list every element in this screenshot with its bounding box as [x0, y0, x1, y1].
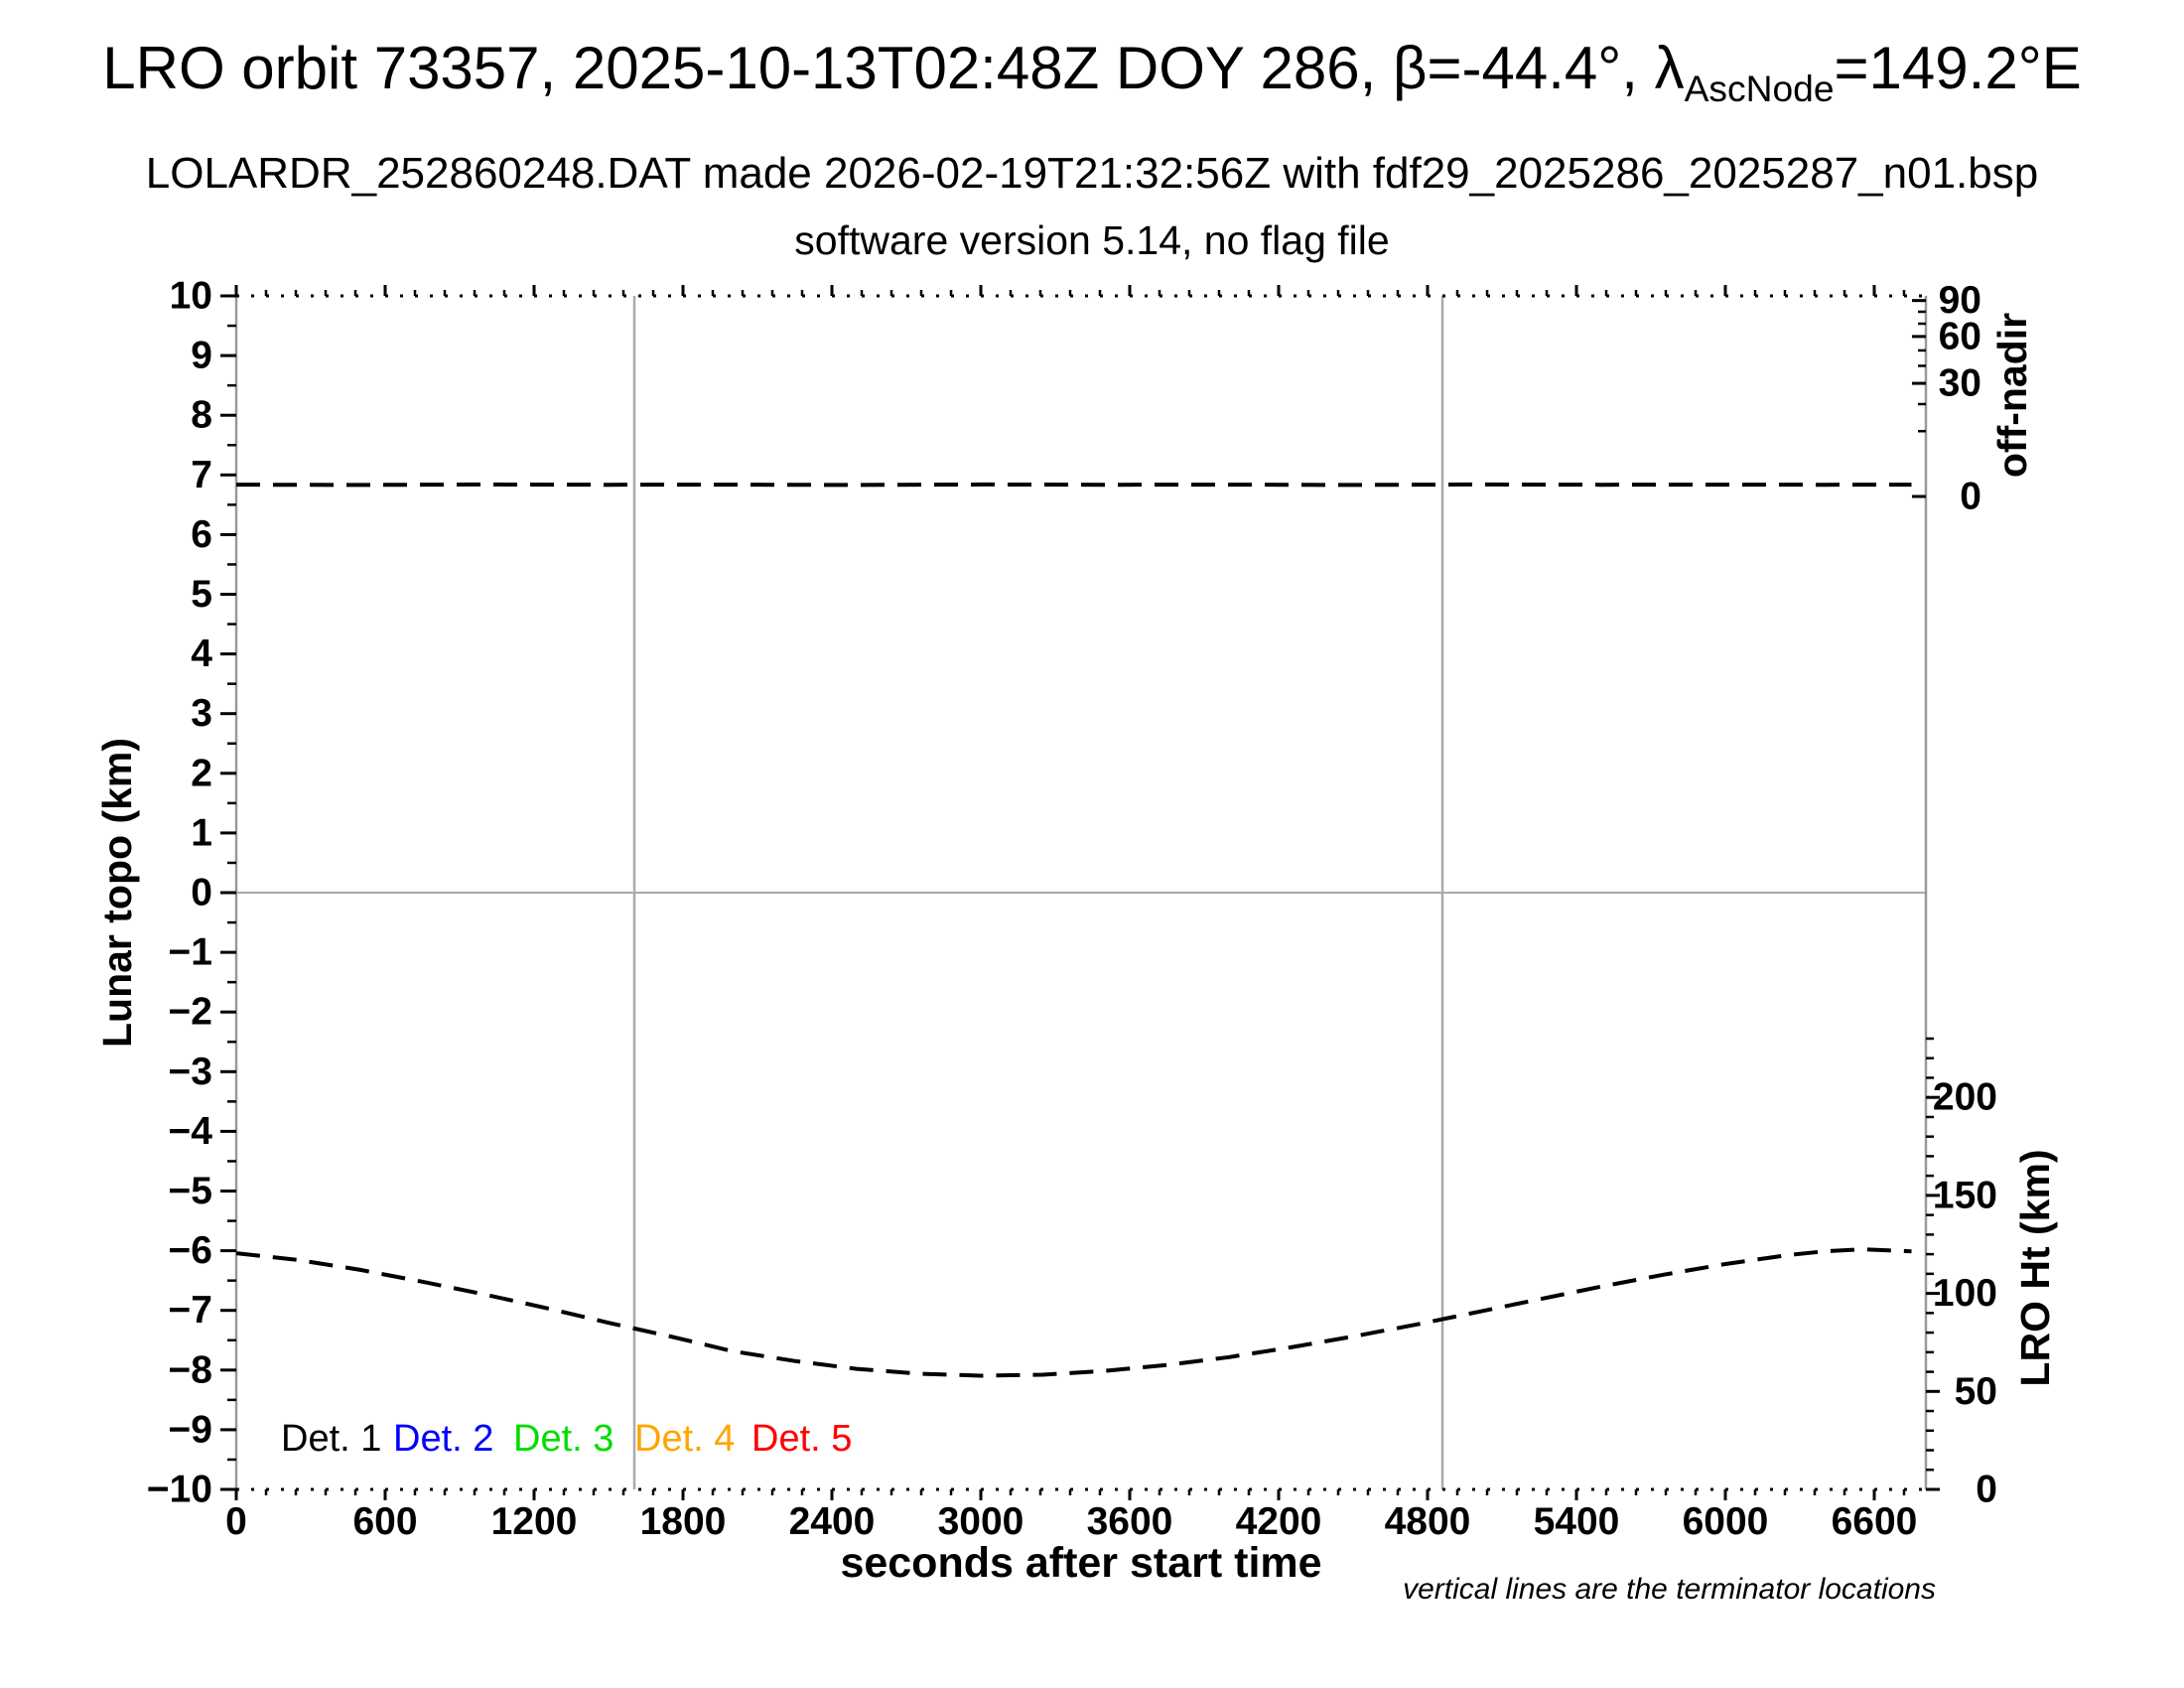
terminator-footnote: vertical lines are the terminator locati…	[1403, 1573, 1936, 1606]
curve-LRO-height	[235, 1247, 1912, 1378]
svg-text:4200: 4200	[1236, 1500, 1322, 1543]
svg-text:−6: −6	[169, 1229, 212, 1272]
curve-off-nadir-angle	[235, 482, 1912, 488]
svg-text:7: 7	[191, 454, 212, 496]
chart-subsubtitle: software version 5.14, no flag file	[794, 217, 1390, 263]
svg-text:5: 5	[191, 573, 212, 616]
svg-text:0: 0	[191, 872, 212, 914]
svg-text:6000: 6000	[1683, 1500, 1769, 1543]
svg-text:9: 9	[191, 335, 212, 377]
svg-text:−3: −3	[169, 1051, 212, 1093]
svg-text:−4: −4	[169, 1110, 213, 1153]
axis-ticks	[220, 285, 1940, 1500]
svg-text:1200: 1200	[491, 1500, 578, 1543]
svg-text:5400: 5400	[1534, 1500, 1620, 1543]
legend-det-2: Det. 2	[393, 1418, 494, 1460]
svg-text:−1: −1	[169, 931, 212, 974]
legend-det-3: Det. 3	[513, 1418, 614, 1460]
svg-text:4800: 4800	[1385, 1500, 1471, 1543]
svg-text:−7: −7	[169, 1289, 212, 1332]
legend-det-4: Det. 4	[634, 1418, 736, 1460]
svg-text:4: 4	[191, 633, 212, 675]
chart-title: LRO orbit 73357, 2025-10-13T02:48Z DOY 2…	[0, 34, 2184, 110]
svg-text:150: 150	[1933, 1174, 1997, 1216]
svg-text:50: 50	[1955, 1370, 1997, 1413]
svg-text:200: 200	[1933, 1076, 1997, 1119]
svg-text:3600: 3600	[1087, 1500, 1173, 1543]
chart-subtitle: LOLARDR_252860248.DAT made 2026-02-19T21…	[145, 149, 2039, 198]
svg-text:0: 0	[225, 1500, 247, 1543]
svg-text:6: 6	[191, 513, 212, 556]
svg-text:10: 10	[170, 275, 212, 318]
svg-text:1800: 1800	[640, 1500, 727, 1543]
legend-det-5: Det. 5	[751, 1418, 853, 1460]
svg-text:−9: −9	[169, 1408, 212, 1451]
svg-text:60: 60	[1939, 315, 1981, 357]
svg-text:8: 8	[191, 394, 212, 437]
gridlines	[236, 296, 1926, 1489]
svg-text:1: 1	[191, 811, 212, 854]
data-curves	[235, 482, 1912, 1378]
svg-text:2: 2	[191, 752, 212, 794]
svg-text:100: 100	[1933, 1272, 1997, 1315]
x-axis-label: seconds after start time	[840, 1539, 1322, 1587]
chart-title-subscript: AscNode	[1684, 68, 1835, 109]
svg-text:−10: −10	[147, 1469, 212, 1511]
svg-text:0: 0	[1976, 1469, 1997, 1511]
svg-text:0: 0	[1960, 476, 1981, 518]
svg-text:−5: −5	[169, 1170, 212, 1212]
legend-det-1: Det. 1	[281, 1418, 382, 1460]
chart-title-main: LRO orbit 73357, 2025-10-13T02:48Z DOY 2…	[102, 35, 1685, 101]
svg-text:−8: −8	[169, 1348, 212, 1391]
svg-text:−2: −2	[169, 991, 212, 1034]
svg-text:3000: 3000	[938, 1500, 1024, 1543]
svg-text:600: 600	[352, 1500, 417, 1543]
svg-text:2400: 2400	[789, 1500, 876, 1543]
chart-title-tail: =149.2°E	[1834, 35, 2082, 101]
svg-text:30: 30	[1939, 362, 1981, 405]
svg-text:3: 3	[191, 692, 212, 735]
svg-text:90: 90	[1939, 279, 1981, 322]
svg-text:6600: 6600	[1832, 1500, 1918, 1543]
